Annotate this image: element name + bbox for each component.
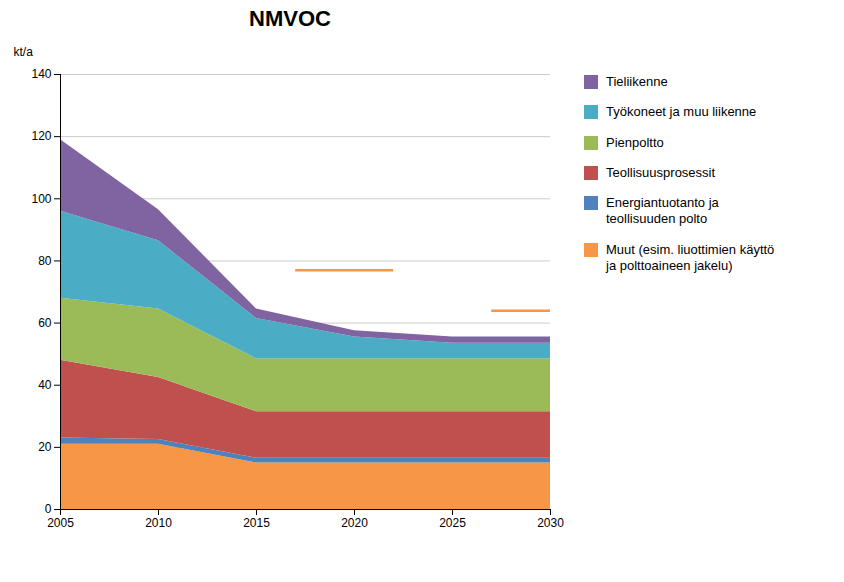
svg-text:20: 20 <box>38 440 52 454</box>
html-text:Pienpoltto: Pienpoltto <box>606 134 664 150</box>
svg-text:2025: 2025 <box>439 516 466 530</box>
svg-text:2010: 2010 <box>145 516 172 530</box>
html-text:NMVOC: NMVOC <box>249 6 331 31</box>
svg-text:120: 120 <box>31 129 51 143</box>
html-text:Teollisuusprosessit: Teollisuusprosessit <box>606 164 716 180</box>
svg-text:2005: 2005 <box>47 516 74 530</box>
svg-text:kt/a: kt/a <box>14 45 34 59</box>
html-text:Tieliikenne: Tieliikenne <box>606 74 668 89</box>
html-text:Energiantuotanto ja teollisuud: Energiantuotanto ja teollisuuden polto <box>606 195 719 227</box>
svg-text:140: 140 <box>31 67 51 81</box>
html-text:Muut (esim. liuottimien käyttö: Muut (esim. liuottimien käyttö ja poltto… <box>606 241 775 273</box>
svg-text:60: 60 <box>38 316 52 330</box>
html-text:Työkoneet ja muu liikenne: Työkoneet ja muu liikenne <box>606 104 757 120</box>
svg-text:2020: 2020 <box>341 516 368 530</box>
svg-text:100: 100 <box>31 192 51 206</box>
svg-text:2030: 2030 <box>537 516 564 530</box>
svg-text:80: 80 <box>38 254 52 268</box>
svg-text:40: 40 <box>38 378 52 392</box>
svg-text:2015: 2015 <box>243 516 270 530</box>
svg-text:0: 0 <box>45 502 52 516</box>
